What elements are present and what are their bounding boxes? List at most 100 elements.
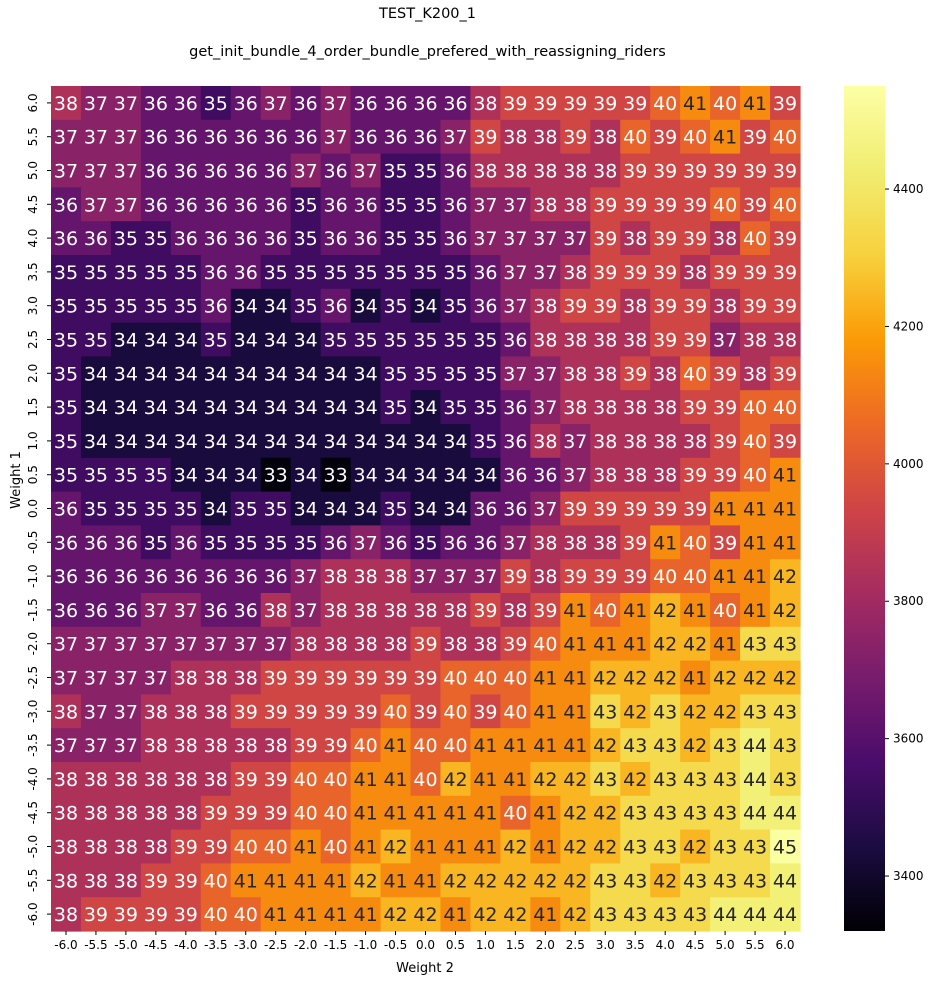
cell-value-label: 38 [84,769,108,791]
cell-value-label: 37 [353,532,377,554]
x-tick-label: -6.0 [54,938,77,952]
cell-value-label: 38 [204,735,228,757]
x-tick-label: -0.5 [384,938,407,952]
cell-value-label: 40 [653,566,677,588]
cell-value-label: 37 [353,161,377,183]
cell-value-label: 38 [174,701,198,723]
cell-value-label: 36 [234,93,258,115]
cell-value-label: 43 [743,870,767,892]
cell-value-label: 40 [383,701,407,723]
cell-value-label: 35 [204,93,228,115]
cell-value-label: 37 [264,93,288,115]
cell-value-label: 38 [234,668,258,690]
cell-value-label: 36 [174,228,198,250]
cell-value-label: 38 [443,634,467,656]
cell-value-label: 42 [623,701,647,723]
x-tick-label: -3.5 [204,938,227,952]
cell-value-label: 38 [503,127,527,149]
x-tick-label: -2.0 [294,938,317,952]
cell-value-label: 42 [773,566,797,588]
cell-value-label: 41 [324,870,348,892]
cell-value-label: 35 [443,296,467,318]
x-tick-label: 1.5 [506,938,525,952]
cell-value-label: 35 [144,262,168,284]
cell-value-label: 36 [54,566,78,588]
cell-value-label: 41 [713,127,737,149]
cell-value-label: 38 [54,701,78,723]
cell-value-label: 35 [84,465,108,487]
cell-value-label: 36 [443,194,467,216]
cell-value-label: 34 [324,431,348,453]
cell-value-label: 38 [743,363,767,385]
cell-value-label: 42 [713,668,737,690]
cell-value-label: 43 [593,904,617,926]
cell-value-label: 40 [623,127,647,149]
cell-value-label: 35 [473,397,497,419]
cell-value-label: 42 [653,668,677,690]
cell-value-label: 34 [204,499,228,521]
cell-value-label: 40 [443,668,467,690]
cell-value-label: 39 [383,668,407,690]
cell-value-label: 35 [383,499,407,521]
y-tick-label: -5.5 [26,869,40,892]
cell-value-label: 40 [653,93,677,115]
cell-value-label: 38 [84,870,108,892]
y-tick-label: 3.5 [26,262,40,281]
cell-value-label: 38 [383,600,407,622]
cell-value-label: 37 [54,735,78,757]
cell-value-label: 39 [683,161,707,183]
cell-value-label: 36 [174,194,198,216]
cell-value-label: 35 [264,532,288,554]
cell-value-label: 41 [473,803,497,825]
cell-value-label: 35 [324,262,348,284]
cell-value-label: 34 [264,397,288,419]
cell-value-label: 39 [413,668,437,690]
cell-value-label: 38 [324,634,348,656]
cell-value-label: 37 [144,634,168,656]
cell-value-label: 43 [653,837,677,859]
cell-value-label: 38 [653,363,677,385]
cell-value-label: 43 [683,803,707,825]
cell-value-label: 36 [54,600,78,622]
cell-value-label: 38 [533,431,557,453]
cell-value-label: 35 [324,330,348,352]
cell-value-label: 42 [653,870,677,892]
cell-value-label: 40 [773,194,797,216]
cell-value-label: 39 [743,194,767,216]
cell-value-label: 38 [114,803,138,825]
cell-value-label: 36 [324,194,348,216]
cell-value-label: 35 [114,228,138,250]
cell-value-label: 36 [54,228,78,250]
cell-value-label: 43 [653,701,677,723]
cell-value-label: 37 [503,228,527,250]
cell-value-label: 38 [593,431,617,453]
cell-value-label: 34 [174,363,198,385]
cell-value-label: 37 [54,668,78,690]
cell-value-label: 37 [443,127,467,149]
cell-value-label: 34 [234,465,258,487]
x-tick-label: -5.5 [84,938,107,952]
cell-value-label: 42 [593,803,617,825]
cell-value-label: 35 [443,330,467,352]
cell-value-label: 36 [54,532,78,554]
cell-value-label: 41 [413,803,437,825]
cell-value-label: 35 [144,499,168,521]
cell-value-label: 39 [623,363,647,385]
cell-value-label: 42 [413,904,437,926]
cell-value-label: 41 [294,904,318,926]
cell-value-label: 39 [563,127,587,149]
cell-value-label: 37 [84,668,108,690]
cell-value-label: 38 [324,566,348,588]
cell-value-label: 36 [234,566,258,588]
cell-value-label: 41 [383,803,407,825]
cell-value-label: 37 [54,161,78,183]
cell-value-label: 35 [114,465,138,487]
cell-value-label: 38 [353,600,377,622]
cell-value-label: 39 [264,803,288,825]
cell-value-label: 36 [353,194,377,216]
cell-value-label: 37 [563,465,587,487]
cell-value-label: 39 [653,228,677,250]
cell-value-label: 41 [683,668,707,690]
cell-value-label: 37 [473,566,497,588]
cell-value-label: 43 [743,634,767,656]
